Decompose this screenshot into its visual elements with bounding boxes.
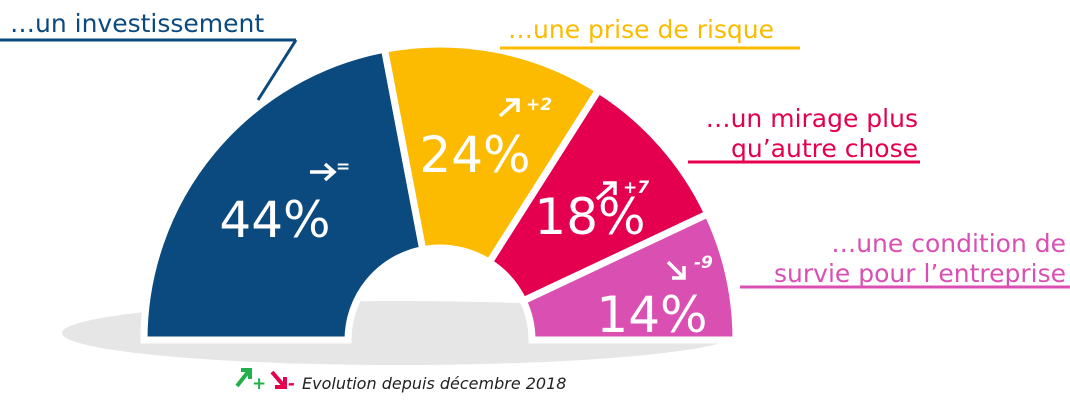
category-label: …une condition de: [831, 229, 1066, 258]
category-label: survie pour l’entreprise: [774, 259, 1066, 288]
value-label: 18%: [534, 188, 645, 246]
segment: [380, 40, 604, 268]
value-label: 24%: [419, 126, 530, 184]
legend-up-arrow-head: [241, 368, 252, 379]
category-label: qu’autre chose: [731, 134, 918, 163]
category-label: …une prise de risque: [508, 15, 774, 44]
change-label: +7: [623, 178, 649, 198]
value-label: 14%: [596, 286, 707, 344]
change-arrow: [498, 98, 520, 118]
legend-down-arrow-head: [275, 377, 287, 389]
change-label: +2: [526, 95, 552, 115]
legend-text: Evolution depuis décembre 2018: [302, 374, 566, 393]
category-label: …un investissement: [10, 9, 264, 38]
change-arrow: [595, 181, 617, 201]
legend-down: -: [288, 374, 295, 394]
legend-up: +: [252, 374, 266, 394]
legend-up-arrow: [235, 370, 250, 388]
legend-down-arrow: [270, 370, 286, 388]
segment: [140, 45, 427, 344]
change-arrow: [310, 162, 337, 182]
segment: [518, 209, 740, 344]
change-label: -9: [694, 253, 713, 273]
category-label: …un mirage plus: [706, 104, 918, 133]
change-arrow: [666, 260, 686, 280]
label-connector: [256, 39, 298, 101]
value-label: 44%: [219, 191, 330, 249]
change-label: =: [336, 157, 350, 177]
